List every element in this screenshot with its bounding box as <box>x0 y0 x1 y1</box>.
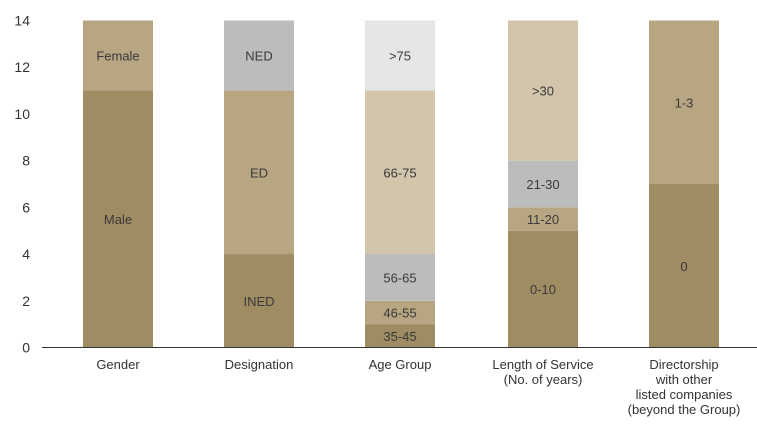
y-tick-label: 14 <box>14 13 30 29</box>
bar-stack: 0-10 11-20 21-30 >30 <box>508 20 578 348</box>
y-tick-label: 2 <box>22 293 30 309</box>
bar-stack: Male Female <box>83 20 153 348</box>
y-tick-label: 12 <box>14 59 30 75</box>
bar-segment <box>365 300 435 325</box>
category-label: Directorship <box>649 357 718 372</box>
segment-label: NED <box>245 49 272 64</box>
category-label: (beyond the Group) <box>628 402 741 417</box>
segment-label: ED <box>250 165 268 180</box>
segment-label: 21-30 <box>526 177 559 192</box>
segment-label: >75 <box>389 49 411 64</box>
category-label: Designation <box>225 357 294 372</box>
bar-segment <box>365 20 435 91</box>
category-label: (No. of years) <box>504 372 583 387</box>
segment-label: INED <box>243 294 274 309</box>
segment-label: 66-75 <box>383 165 416 180</box>
bar-segment <box>224 254 294 348</box>
bar-segment <box>649 184 719 348</box>
segment-label: 11-20 <box>527 212 559 227</box>
y-tick-label: 4 <box>22 246 30 262</box>
bar-stack: INED ED NED <box>224 20 294 348</box>
y-axis: 0 2 4 6 8 10 12 14 <box>14 13 30 356</box>
segment-label: Male <box>104 212 132 227</box>
bar-segment <box>365 254 435 301</box>
segment-label: 0 <box>680 259 687 274</box>
category-label: with other <box>655 372 713 387</box>
y-tick-label: 6 <box>22 199 30 215</box>
y-tick-label: 10 <box>14 106 30 122</box>
category-label: Gender <box>96 357 140 372</box>
segment-label: 1-3 <box>675 95 694 110</box>
bar-segment <box>224 20 294 91</box>
bar-segment <box>508 230 578 348</box>
bar-segment <box>649 20 719 184</box>
x-axis: Gender Designation Age Group Length of Serv… <box>42 347 757 417</box>
segment-label: 56-65 <box>383 270 416 285</box>
segment-label: 35-45 <box>383 329 416 344</box>
bar-segment <box>508 207 578 231</box>
y-tick-label: 8 <box>22 153 30 169</box>
bar-segment <box>508 20 578 161</box>
bar-segment <box>83 20 153 91</box>
segment-label: Female <box>96 49 139 64</box>
bar-segment <box>83 90 153 348</box>
category-label: listed companies <box>636 387 733 402</box>
bar-segment <box>365 90 435 255</box>
bar-segment <box>365 324 435 348</box>
category-label: Length of Service <box>492 357 593 372</box>
segment-label: >30 <box>532 84 554 99</box>
segment-label: 46-55 <box>383 305 416 320</box>
segment-label: 0-10 <box>530 282 556 297</box>
bar-segment <box>224 90 294 255</box>
category-label: Age Group <box>369 357 432 372</box>
bars: Male Female INED ED NED 35-45 46-55 56-65 66-75 >… <box>83 20 719 348</box>
bar-stack: 0 1-3 <box>649 20 719 348</box>
bar-segment <box>508 160 578 208</box>
bar-stack: 35-45 46-55 56-65 66-75 >75 <box>365 20 435 348</box>
y-tick-label: 0 <box>22 340 30 356</box>
